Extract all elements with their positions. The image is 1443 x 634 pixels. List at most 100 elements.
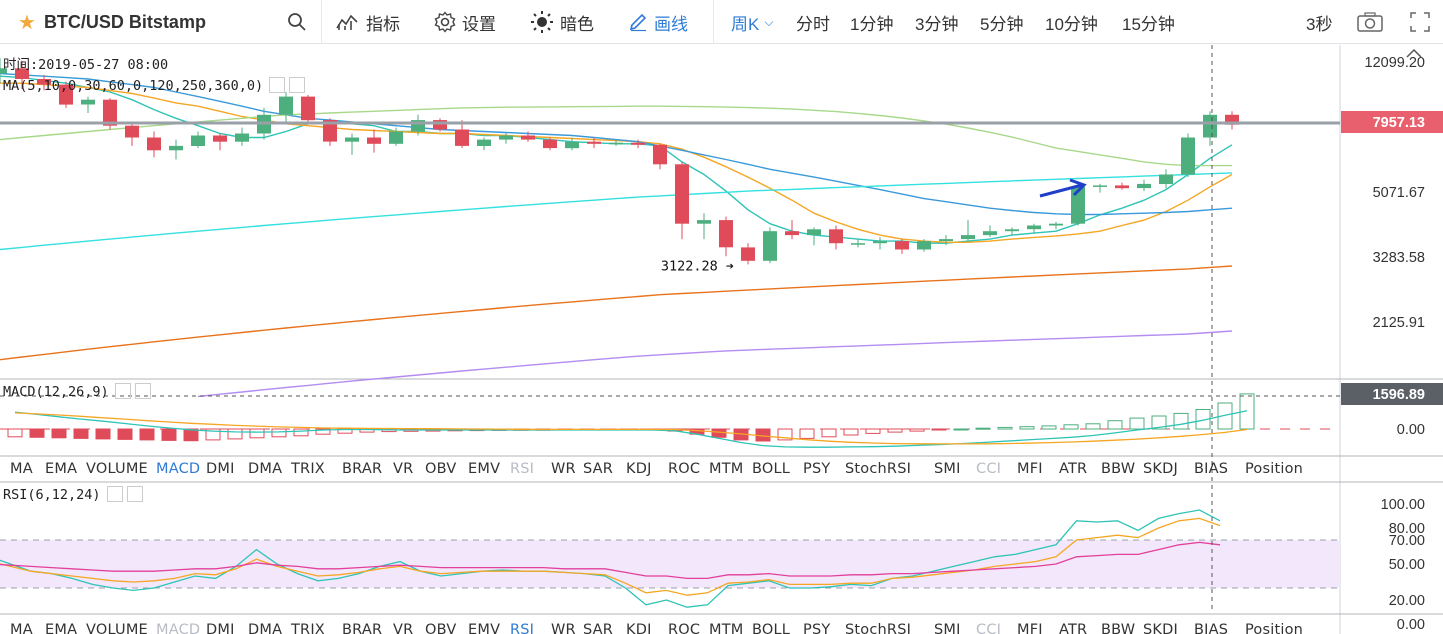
macd-histogram-bar (931, 428, 947, 431)
indicator-tab-psy[interactable]: PSY (803, 461, 831, 477)
dark-mode-button[interactable]: 暗色 (530, 0, 594, 44)
period-option[interactable]: 10分钟 (1045, 0, 1098, 44)
indicator-tab-emv[interactable]: EMV (468, 461, 501, 477)
indicator-tab-ma[interactable]: MA (10, 622, 33, 634)
settings-button[interactable]: 设置 (434, 0, 496, 44)
indicator-tab-position[interactable]: Position (1245, 461, 1304, 477)
indicator-tab-mfi[interactable]: MFI (1017, 622, 1043, 634)
period-option[interactable]: 5分钟 (980, 0, 1023, 44)
settings-gear-icon[interactable] (114, 383, 131, 399)
indicator-tab-emv[interactable]: EMV (468, 622, 501, 634)
macd-dea-line (14, 412, 1248, 445)
indicator-tab-rsi[interactable]: RSI (510, 461, 535, 477)
period-option[interactable]: 分时 (796, 0, 830, 44)
indicator-tab-position[interactable]: Position (1245, 622, 1304, 634)
indicator-tab-macd[interactable]: MACD (156, 461, 201, 477)
indicator-tab-cci[interactable]: CCI (976, 461, 1002, 477)
indicator-tab-bias[interactable]: BIAS (1194, 622, 1229, 634)
indicator-tab-boll[interactable]: BOLL (752, 461, 791, 477)
indicator-tab-vr[interactable]: VR (393, 622, 414, 634)
indicator-tab-dma[interactable]: DMA (248, 622, 283, 634)
indicator-tab-atr[interactable]: ATR (1059, 461, 1088, 477)
indicator-tab-rsi[interactable]: RSI (510, 622, 535, 634)
candle (873, 237, 887, 250)
indicator-tab-brar[interactable]: BRAR (342, 622, 383, 634)
indicator-tab-roc[interactable]: ROC (668, 461, 701, 477)
candle (15, 60, 29, 89)
indicator-tab-mfi[interactable]: MFI (1017, 461, 1043, 477)
chart-canvas[interactable]: 3122.28 ➔ 12099.20 2125.91 3283.58 5071.67 7… (0, 45, 1443, 634)
settings-gear-icon[interactable] (269, 77, 286, 93)
period-dropdown[interactable]: 周K ⌵ (731, 0, 773, 44)
indicator-tab-trix[interactable]: TRIX (291, 622, 325, 634)
indicator-tab-dmi[interactable]: DMI (206, 622, 235, 634)
indicator-tab-kdj[interactable]: KDJ (626, 461, 652, 477)
period-option[interactable]: 1分钟 (850, 0, 893, 44)
draw-button[interactable]: 画线 (628, 0, 688, 44)
indicator-tab-dmi[interactable]: DMI (206, 461, 235, 477)
candle (961, 220, 975, 242)
indicator-tab-psy[interactable]: PSY (803, 622, 831, 634)
macd-histogram-bar (293, 428, 309, 437)
indicator-tab-sar[interactable]: SAR (583, 622, 614, 634)
indicator-tab-wr[interactable]: WR (551, 461, 576, 477)
period-option[interactable]: 15分钟 (1122, 0, 1175, 44)
chevron-up-icon[interactable] (1406, 48, 1422, 58)
chart-area[interactable]: 3122.28 ➔ 12099.20 2125.91 3283.58 5071.67 7… (0, 45, 1443, 634)
macd-histogram-bar (953, 428, 969, 431)
indicator-tab-ema[interactable]: EMA (45, 461, 78, 477)
close-icon[interactable] (134, 383, 151, 399)
screenshot-button[interactable] (1357, 0, 1383, 44)
indicator-tab-bbw[interactable]: BBW (1101, 622, 1136, 634)
drawn-arrow[interactable] (1039, 178, 1087, 198)
indicator-tab-kdj[interactable]: KDJ (626, 622, 652, 634)
candle (675, 161, 689, 240)
candle (917, 239, 931, 252)
price-axis-tick: 3283.58 (1373, 250, 1425, 266)
indicator-tab-mtm[interactable]: MTM (709, 461, 744, 477)
settings-gear-icon[interactable] (106, 486, 123, 502)
search-icon[interactable] (287, 12, 307, 32)
indicators-button[interactable]: 指标 (336, 0, 400, 44)
indicator-tab-skdj[interactable]: SKDJ (1143, 622, 1178, 634)
search-button[interactable] (287, 0, 307, 44)
indicator-tab-vr[interactable]: VR (393, 461, 414, 477)
fullscreen-button[interactable] (1410, 0, 1430, 44)
indicator-tab-trix[interactable]: TRIX (291, 461, 325, 477)
symbol-area[interactable]: ★ BTC/USD Bitstamp (18, 0, 206, 44)
candle (785, 220, 799, 240)
indicator-tab-ma[interactable]: MA (10, 461, 33, 477)
indicator-tab-sar[interactable]: SAR (583, 461, 614, 477)
indicator-tab-skdj[interactable]: SKDJ (1143, 461, 1178, 477)
indicator-tab-smi[interactable]: SMI (934, 622, 961, 634)
ma-legend: MA(5,10,0,30,60,0,120,250,360,0) (3, 77, 306, 94)
indicator-tab-wr[interactable]: WR (551, 622, 576, 634)
indicator-tab-volume[interactable]: VOLUME (86, 622, 148, 634)
refresh-interval[interactable]: 3秒 (1306, 0, 1332, 44)
indicator-tab-obv[interactable]: OBV (425, 461, 457, 477)
indicator-tab-dma[interactable]: DMA (248, 461, 283, 477)
indicator-tab-obv[interactable]: OBV (425, 622, 457, 634)
macd-histogram-bar (887, 428, 903, 433)
indicator-tab-mtm[interactable]: MTM (709, 622, 744, 634)
indicator-tab-stochrsi[interactable]: StochRSI (845, 461, 912, 477)
indicator-tab-volume[interactable]: VOLUME (86, 461, 148, 477)
indicator-tab-stochrsi[interactable]: StochRSI (845, 622, 912, 634)
indicator-tab-cci[interactable]: CCI (976, 622, 1002, 634)
indicator-tab-ema[interactable]: EMA (45, 622, 78, 634)
indicator-tab-bias[interactable]: BIAS (1194, 461, 1229, 477)
period-option[interactable]: 3分钟 (915, 0, 958, 44)
indicator-tab-brar[interactable]: BRAR (342, 461, 383, 477)
favorite-star-icon[interactable]: ★ (18, 11, 36, 34)
indicator-tab-smi[interactable]: SMI (934, 461, 961, 477)
macd-histogram-bar (1041, 425, 1057, 430)
candle (477, 137, 491, 151)
close-icon[interactable] (289, 77, 306, 93)
indicator-tab-roc[interactable]: ROC (668, 622, 701, 634)
indicator-tab-atr[interactable]: ATR (1059, 622, 1088, 634)
indicator-tab-boll[interactable]: BOLL (752, 622, 791, 634)
top-toolbar: ★ BTC/USD Bitstamp 指标 设置 暗色 画线 周K ⌵ 分时 1… (0, 0, 1443, 44)
close-icon[interactable] (126, 486, 143, 502)
indicator-tab-bbw[interactable]: BBW (1101, 461, 1136, 477)
indicator-tab-macd[interactable]: MACD (156, 622, 201, 634)
